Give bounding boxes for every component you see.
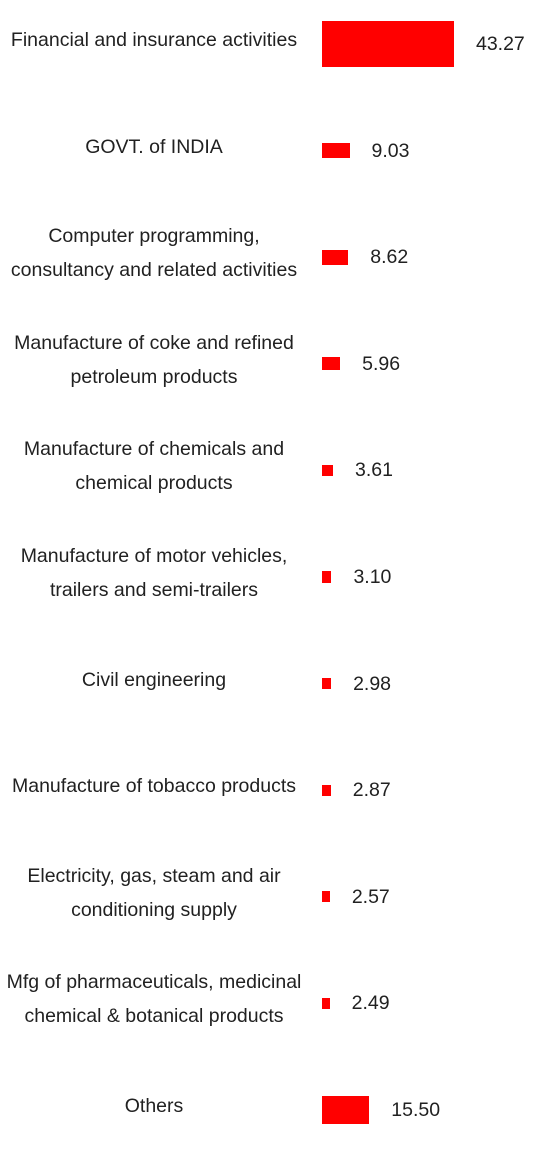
value-label: 3.10 [353,566,392,588]
category-label: Manufacture of chemicals and chemical pr… [23,438,285,495]
value-label: 3.61 [355,459,393,482]
bar-row: Others 15.50 [0,1057,553,1163]
bar-row: Electricity, gas, steam and air conditio… [0,844,553,950]
bar [322,571,332,583]
category-label: Electricity, gas, steam and air conditio… [27,864,281,921]
value-label: 2.57 [351,885,390,908]
category-label: Manufacture of motor vehicles, trailers … [20,545,288,601]
category-label: Manufacture of coke and refined petroleu… [14,331,294,388]
value-label: 2.98 [353,672,392,695]
category-label: Others [124,1095,184,1117]
category-label: Civil engineering [81,668,227,691]
value-label: 43.27 [475,33,525,55]
bar [322,998,330,1009]
bar [322,357,341,371]
bar [322,464,333,477]
bar [322,249,349,265]
bar [322,143,350,159]
category-label: Financial and insurance activities [10,29,298,51]
bar-row: Computer programming, consultancy and re… [0,204,553,310]
bar-row: Manufacture of coke and refined petroleu… [0,311,553,417]
value-label: 15.50 [391,1099,441,1121]
value-label: 5.96 [362,352,401,375]
bar-row: Manufacture of tobacco products 2.87 [0,737,553,843]
bar-row: Financial and insurance activities 43.27 [0,0,553,97]
value-label: 2.87 [352,779,391,802]
value-label: 9.03 [371,139,410,162]
bar [322,21,454,67]
bar-row: Mfg of pharmaceuticals, medicinal chemic… [0,950,553,1056]
bar [322,891,330,903]
bar [322,784,331,796]
category-label: Computer programming, consultancy and re… [10,225,298,282]
category-label: GOVT. of INDIA [85,135,223,158]
bar-row: GOVT. of INDIA 9.03 [0,98,553,204]
bar-row: Manufacture of chemicals and chemical pr… [0,417,553,523]
bar [322,678,332,690]
bar-row: Civil engineering 2.98 [0,631,553,737]
category-label: Mfg of pharmaceuticals, medicinal chemic… [6,971,302,1028]
bar [322,1096,370,1124]
category-label: Manufacture of tobacco products [12,775,296,798]
value-label: 2.49 [351,992,390,1015]
bar-row: Manufacture of motor vehicles, trailers … [0,524,553,630]
value-label: 8.62 [370,246,409,269]
